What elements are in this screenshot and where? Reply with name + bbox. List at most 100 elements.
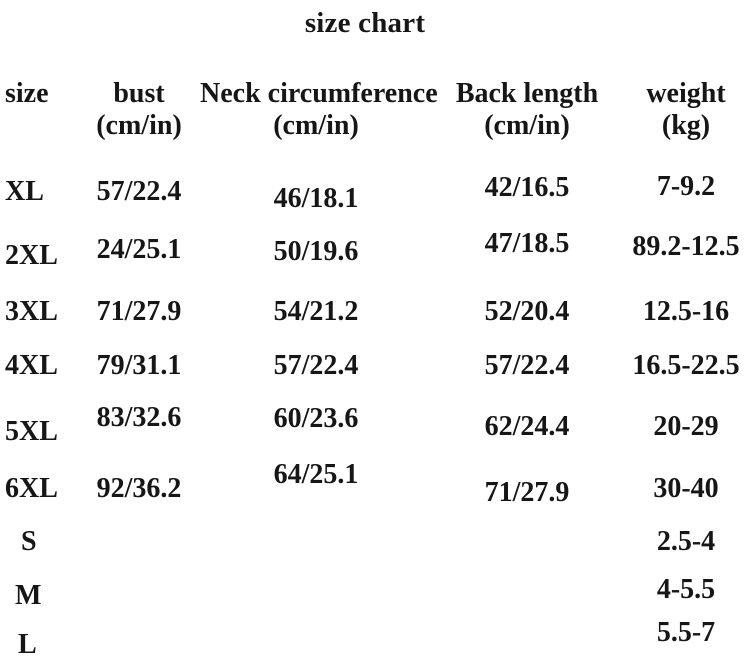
bust-value: 71/27.9 xyxy=(96,296,182,327)
cell-size: S xyxy=(0,526,78,580)
header-unit: (cm/in) xyxy=(273,110,359,141)
cell-neck-circumference xyxy=(200,629,432,659)
size-value: 3XL xyxy=(5,296,58,327)
cell-neck-circumference: 64/25.1 xyxy=(200,459,432,526)
cell-back-length xyxy=(432,526,622,580)
cell-weight: 89.2-12.5 xyxy=(622,231,750,296)
column-header-weight: weight (kg) xyxy=(622,78,750,176)
neck-value: 50/19.6 xyxy=(273,236,359,267)
chart-title: size chart xyxy=(304,7,426,39)
cell-neck-circumference: 57/22.4 xyxy=(200,350,432,411)
back-length-value: 42/16.5 xyxy=(484,172,570,203)
column-header-bust: bust (cm/in) xyxy=(78,78,200,176)
cell-back-length: 52/20.4 xyxy=(432,296,622,350)
cell-neck-circumference: 50/19.6 xyxy=(200,236,432,296)
header-label: size xyxy=(5,78,49,109)
cell-weight: 2.5-4 xyxy=(622,526,750,580)
bust-value: 79/31.1 xyxy=(96,350,182,381)
cell-back-length: 47/18.5 xyxy=(432,228,622,296)
table-row-3xl: 3XL 71/27.9 54/21.2 52/20.4 12.5-16 xyxy=(0,296,750,350)
size-value: 2XL xyxy=(5,240,58,271)
size-value: 5XL xyxy=(5,416,58,447)
cell-bust xyxy=(78,526,200,580)
table-row-s: S 2.5-4 xyxy=(0,526,750,580)
back-length-value: 57/22.4 xyxy=(484,350,570,381)
size-value: M xyxy=(15,580,42,611)
cell-weight: 7-9.2 xyxy=(622,171,750,236)
header-unit: (kg) xyxy=(661,110,711,141)
table-row-5xl: 5XL 83/32.6 60/23.6 62/24.4 20-29 xyxy=(0,402,750,473)
cell-back-length xyxy=(432,580,622,629)
cell-back-length: 42/16.5 xyxy=(432,172,622,236)
header-label: bust xyxy=(113,78,165,109)
weight-value: 30-40 xyxy=(653,473,719,504)
cell-size: XL xyxy=(0,176,78,236)
cell-neck-circumference: 54/21.2 xyxy=(200,296,432,350)
header-label: Back length xyxy=(455,78,599,109)
table-row-6xl: 6XL 92/36.2 64/25.1 71/27.9 30-40 xyxy=(0,459,750,526)
back-length-value: 52/20.4 xyxy=(484,296,570,327)
back-length-value: 47/18.5 xyxy=(484,228,570,259)
table-row-m: M 4-5.5 xyxy=(0,574,750,629)
size-value: 4XL xyxy=(5,350,58,381)
cell-neck-circumference xyxy=(200,580,432,629)
weight-value: 4-5.5 xyxy=(656,574,716,605)
weight-value: 5.5-7 xyxy=(656,617,716,648)
size-chart-table: size bust (cm/in) Neck circumference (cm… xyxy=(0,78,750,659)
size-value: XL xyxy=(5,176,44,207)
cell-neck-circumference: 46/18.1 xyxy=(200,176,432,236)
cell-bust: 83/32.6 xyxy=(78,402,200,473)
back-length-value: 62/24.4 xyxy=(484,411,570,442)
table-row-2xl: 2XL 24/25.1 50/19.6 47/18.5 89.2-12.5 xyxy=(0,228,750,296)
cell-size: L xyxy=(0,629,78,659)
cell-size: 3XL xyxy=(0,296,78,350)
column-header-size: size xyxy=(0,78,78,176)
weight-value: 16.5-22.5 xyxy=(632,350,740,381)
cell-size: M xyxy=(0,580,78,629)
cell-bust: 24/25.1 xyxy=(78,234,200,296)
header-unit: (cm/in) xyxy=(484,110,570,141)
size-value: S xyxy=(21,526,37,557)
cell-back-length xyxy=(432,629,622,659)
cell-bust: 71/27.9 xyxy=(78,296,200,350)
weight-value: 20-29 xyxy=(653,411,719,442)
column-header-neck-circumference: Neck circumference (cm/in) xyxy=(200,78,438,176)
header-label: Neck circumference xyxy=(200,78,438,109)
header-label: weight xyxy=(646,78,726,109)
cell-size: 4XL xyxy=(0,350,78,411)
cell-neck-circumference xyxy=(200,526,432,580)
column-header-back-length: Back length (cm/in) xyxy=(432,78,622,176)
cell-size: 5XL xyxy=(0,411,78,473)
table-row-l: L 5.5-7 xyxy=(0,617,750,659)
size-value: 6XL xyxy=(5,473,58,504)
cell-weight: 4-5.5 xyxy=(622,574,750,629)
cell-bust xyxy=(78,580,200,629)
bust-value: 92/36.2 xyxy=(96,473,182,504)
cell-weight: 30-40 xyxy=(622,473,750,526)
cell-size: 6XL xyxy=(0,473,78,526)
back-length-value: 71/27.9 xyxy=(484,477,570,508)
header-unit: (cm/in) xyxy=(96,110,182,141)
cell-back-length: 57/22.4 xyxy=(432,350,622,411)
weight-value: 12.5-16 xyxy=(642,296,730,327)
cell-back-length: 62/24.4 xyxy=(432,411,622,473)
bust-value: 57/22.4 xyxy=(96,176,182,207)
weight-value: 89.2-12.5 xyxy=(632,231,740,262)
size-value: L xyxy=(18,629,37,659)
cell-size: 2XL xyxy=(0,236,78,296)
neck-value: 57/22.4 xyxy=(273,350,359,381)
table-row-4xl: 4XL 79/31.1 57/22.4 57/22.4 16.5-22.5 xyxy=(0,350,750,411)
neck-value: 54/21.2 xyxy=(273,296,359,327)
table-row-xl: XL 57/22.4 46/18.1 42/16.5 7-9.2 xyxy=(0,171,750,236)
cell-bust: 92/36.2 xyxy=(78,473,200,526)
header-row: size bust (cm/in) Neck circumference (cm… xyxy=(0,78,750,176)
cell-weight: 20-29 xyxy=(622,411,750,473)
bust-value: 24/25.1 xyxy=(96,234,182,265)
cell-bust xyxy=(78,629,200,659)
table-header: size bust (cm/in) Neck circumference (cm… xyxy=(0,78,750,176)
neck-value: 46/18.1 xyxy=(273,183,359,214)
neck-value: 60/23.6 xyxy=(273,403,359,434)
weight-value: 7-9.2 xyxy=(656,171,716,202)
table-body: XL 57/22.4 46/18.1 42/16.5 7-9.2 2XL 24/… xyxy=(0,171,750,659)
